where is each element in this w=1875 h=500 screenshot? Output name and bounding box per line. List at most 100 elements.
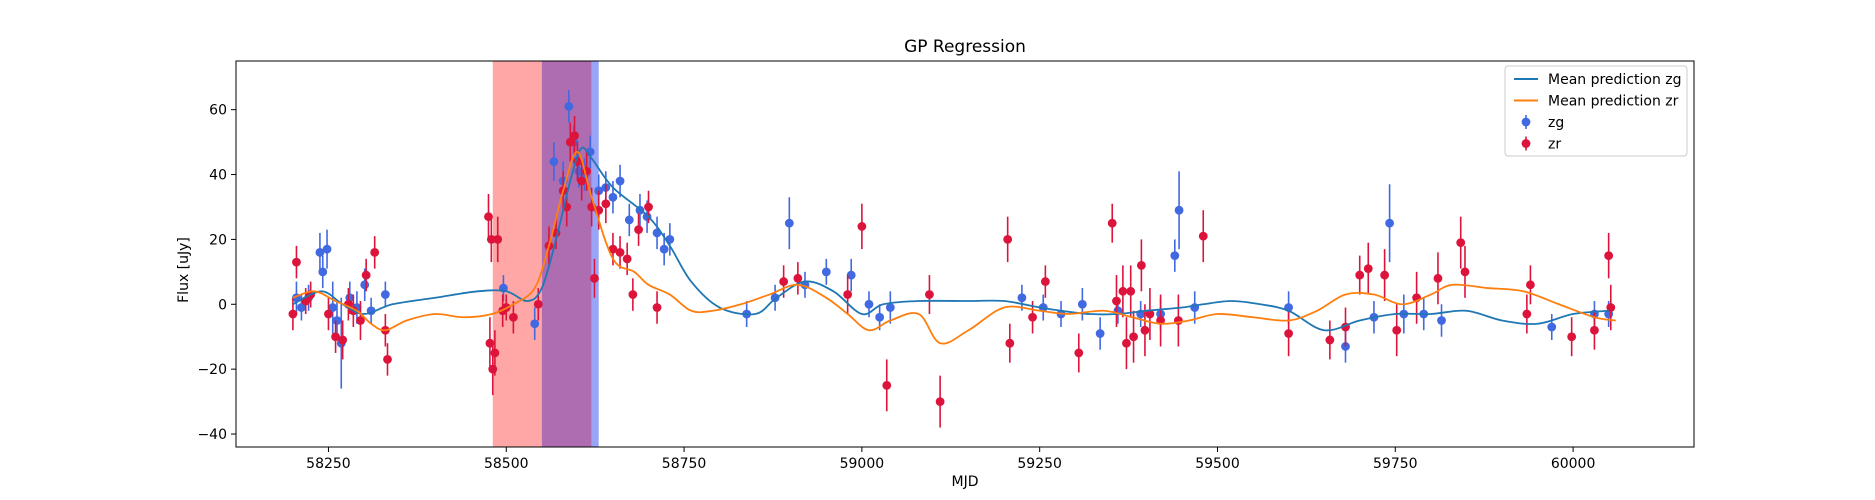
zr-point: [622, 254, 632, 264]
zr-point: [615, 247, 625, 257]
zr-point: [634, 225, 643, 235]
zr-point: [1284, 329, 1294, 338]
zr-point: [1145, 309, 1155, 319]
shaded-span-1: [492, 61, 542, 447]
zg-point: [318, 267, 328, 277]
zr-point: [882, 380, 892, 390]
zr-point: [486, 235, 496, 244]
zg-point: [332, 316, 342, 325]
y-tick-label: 60: [209, 103, 227, 119]
axes-frame: [235, 60, 1695, 448]
zr-point: [1126, 286, 1136, 296]
zr-point: [493, 235, 503, 244]
zr-point: [1040, 277, 1050, 286]
x-tick-label: 59750: [1373, 456, 1418, 472]
zr-point: [533, 299, 543, 309]
zr-point: [288, 309, 298, 319]
zg-point: [875, 312, 885, 322]
zr-point: [324, 309, 333, 319]
zr-point: [1522, 309, 1532, 319]
legend-label-mean-prediction-zg: Mean prediction zg: [1548, 72, 1682, 88]
zr-point: [1456, 238, 1466, 248]
legend-frame: [1504, 65, 1688, 157]
zg-point: [1437, 316, 1446, 325]
zg-point: [1170, 251, 1180, 261]
x-axis-title: MJD: [952, 474, 979, 490]
zg-point: [549, 157, 559, 166]
x-tick-label: 60000: [1551, 456, 1596, 472]
zr-point: [793, 273, 803, 283]
zr-point: [370, 247, 380, 257]
shaded-span-2: [541, 61, 592, 447]
zr-point: [292, 257, 301, 267]
y-tick-label: 40: [209, 168, 227, 184]
zr-point: [1140, 325, 1150, 335]
zr-point: [1590, 325, 1599, 335]
zr-point: [1003, 235, 1013, 244]
zr-point: [356, 316, 365, 325]
zr-point: [843, 290, 853, 299]
zr-point: [565, 137, 575, 147]
y-axis-ticks: −40 −20 0 20 40 60: [197, 103, 236, 443]
zr-point: [1567, 332, 1577, 342]
zr-point: [644, 202, 653, 212]
zr-point: [1136, 260, 1146, 270]
zg-point: [624, 215, 634, 225]
zr-point: [1325, 335, 1335, 345]
chart-title: GP Regression: [904, 37, 1026, 57]
zr-point: [488, 364, 498, 374]
zr-point: [935, 397, 945, 406]
zr-point: [1118, 286, 1128, 296]
zr-point: [331, 332, 340, 342]
zr-point: [1355, 270, 1365, 280]
zr-point: [1526, 280, 1535, 290]
zr-point: [1363, 264, 1373, 273]
legend-label-mean-prediction-zr: Mean prediction zr: [1548, 94, 1679, 110]
zr-point: [1604, 251, 1614, 261]
zg-point: [315, 247, 325, 257]
zr-point: [1129, 332, 1138, 342]
zg-point: [885, 303, 895, 312]
zg-point: [328, 303, 338, 312]
zr-point: [601, 199, 611, 209]
legend-label-zr: zr: [1548, 137, 1561, 153]
x-tick-label: 58500: [484, 456, 529, 472]
zr-point: [857, 222, 867, 231]
zr-point: [1380, 270, 1390, 280]
zr-point: [570, 131, 579, 141]
zr-point: [652, 303, 662, 312]
zr-point: [925, 290, 934, 299]
zg-point: [864, 299, 874, 309]
zg-point: [1017, 293, 1027, 303]
legend: Mean prediction zg Mean prediction zr zg zr: [1504, 65, 1688, 157]
zg-point: [380, 290, 390, 299]
zg-point: [821, 267, 831, 277]
zg-point: [530, 319, 540, 329]
zr-point: [508, 312, 518, 322]
plot-area: 58250 58500 58750 59000 59250 59500 59750 60000…: [197, 60, 1695, 472]
zr-point: [1112, 296, 1121, 306]
zr-point: [1460, 267, 1470, 277]
zg-point: [1174, 205, 1184, 215]
zg-point: [322, 244, 332, 254]
zg-point: [608, 192, 618, 202]
zr-point: [1005, 338, 1015, 348]
zg-point: [297, 303, 306, 312]
x-tick-label: 59000: [840, 456, 885, 472]
zr-point: [577, 176, 587, 186]
zg-point: [564, 102, 574, 111]
zg-point: [784, 218, 794, 228]
legend-label-zg: zg: [1548, 115, 1564, 131]
legend-swatch-zg: [1521, 117, 1531, 127]
y-tick-label: −40: [197, 427, 227, 443]
zr-point: [1606, 303, 1616, 312]
shaded-span-3: [591, 61, 599, 447]
y-tick-label: 0: [218, 297, 227, 313]
zg-point: [659, 244, 669, 254]
zr-point: [1198, 231, 1208, 241]
zg-point: [360, 280, 370, 290]
series-layer: [288, 90, 1616, 428]
zr-point: [1433, 273, 1443, 283]
zr-point: [1107, 218, 1117, 228]
